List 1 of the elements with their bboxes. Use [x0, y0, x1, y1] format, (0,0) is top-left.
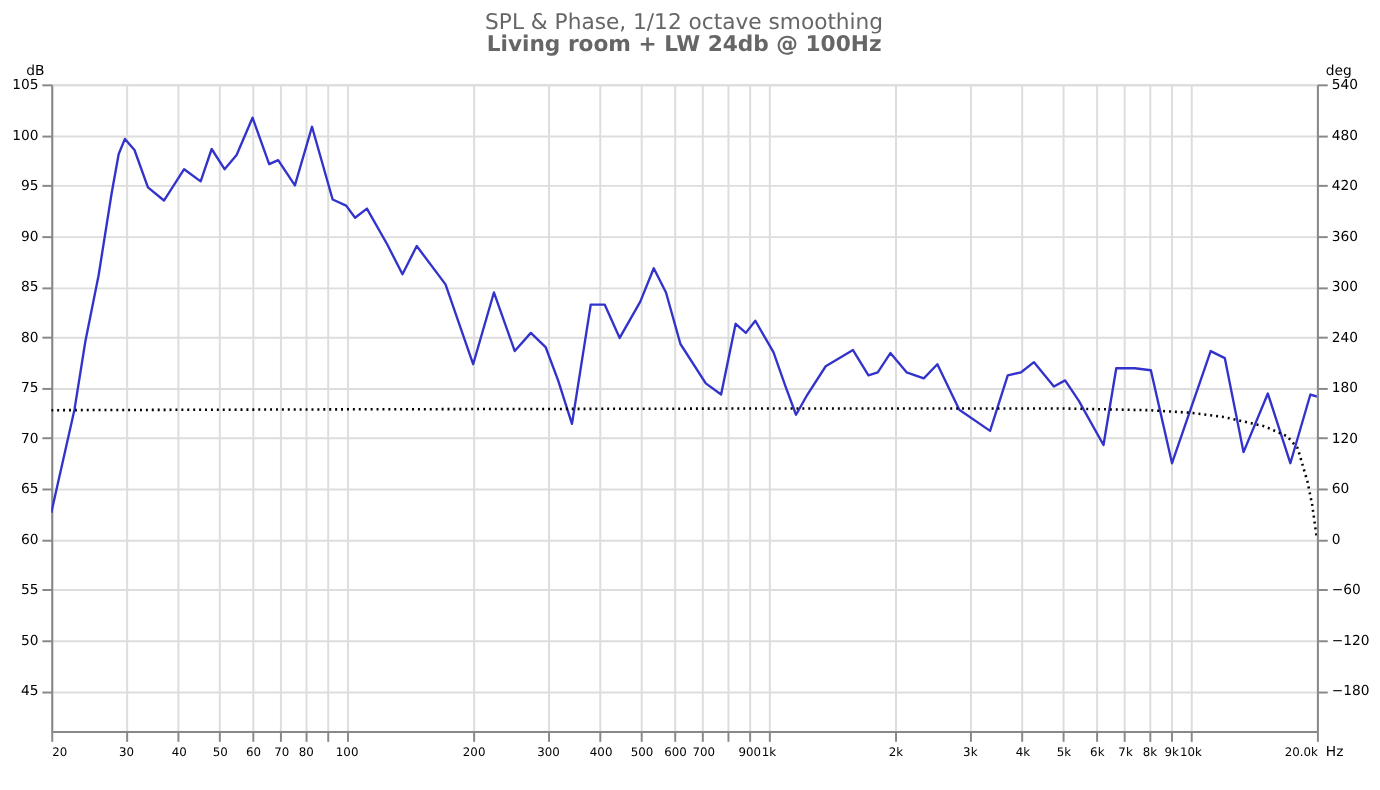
chart-title: SPL & Phase, 1/12 octave smoothing [485, 9, 884, 36]
